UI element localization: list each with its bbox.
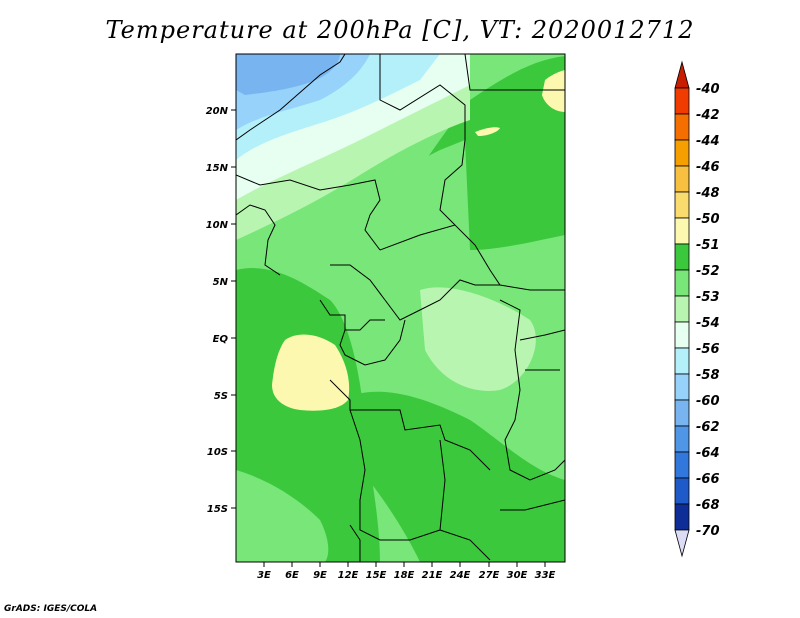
colorbar-bottom-arrow — [674, 529, 690, 558]
colorbar-top-arrow — [674, 60, 690, 89]
colorbar-swatch — [674, 477, 690, 505]
colorbar-swatch — [674, 347, 690, 375]
lon-label: 6E — [285, 570, 299, 581]
lon-labels: 3E 6E 9E 12E 15E 18E 21E 24E 27E 30E 33E — [257, 570, 555, 581]
colorbar-label: -68 — [696, 498, 720, 513]
colorbar-swatch — [674, 139, 690, 167]
colorbar-swatch — [674, 295, 690, 323]
colorbar-swatch — [674, 373, 690, 401]
colorbar-swatch — [674, 243, 690, 271]
map-title: Temperature at 200hPa [C], VT: 202001271… — [105, 16, 695, 44]
lon-label: 33E — [535, 570, 556, 581]
colorbar-swatch — [674, 425, 690, 453]
lat-label: 20N — [206, 106, 229, 117]
colorbar-label: -46 — [696, 160, 720, 175]
colorbar-label: -66 — [696, 472, 720, 487]
lon-label: 18E — [394, 570, 415, 581]
lon-label: 3E — [257, 570, 271, 581]
colorbar-swatch — [674, 451, 690, 479]
lon-label: 24E — [450, 570, 471, 581]
lat-ticks — [231, 109, 236, 509]
lon-ticks — [263, 562, 546, 567]
lon-label: 12E — [338, 570, 359, 581]
colorbar-label: -53 — [696, 290, 720, 305]
colorbar-label: -56 — [696, 342, 720, 357]
colorbar-label: -42 — [696, 108, 720, 123]
colorbar-swatch — [674, 217, 690, 245]
lat-label: EQ — [213, 334, 229, 345]
lat-label: 10N — [206, 220, 229, 231]
lat-labels: 20N 15N 10N 5N EQ 5S 10S 15S — [206, 106, 229, 515]
map-frame — [235, 53, 566, 563]
lat-label: 5N — [213, 277, 229, 288]
lat-label: 10S — [207, 447, 228, 458]
colorbar-swatch — [674, 269, 690, 297]
colorbar-label: -58 — [696, 368, 720, 383]
colorbar — [674, 60, 690, 558]
colorbar-swatch — [674, 321, 690, 349]
colorbar-label: -48 — [696, 186, 720, 201]
country-borders — [236, 54, 565, 562]
lon-label: 9E — [313, 570, 327, 581]
colorbar-swatch — [674, 399, 690, 427]
lat-label: 15S — [207, 504, 228, 515]
lon-label: 30E — [507, 570, 528, 581]
colorbar-label: -44 — [696, 134, 720, 149]
colorbar-swatch — [674, 113, 690, 141]
temperature-field — [236, 54, 565, 562]
colorbar-swatch — [674, 165, 690, 193]
lat-label: 15N — [206, 163, 229, 174]
grads-credit: GrADS: IGES/COLA — [4, 604, 98, 614]
colorbar-label: -40 — [696, 82, 720, 97]
colorbar-label: -51 — [696, 238, 720, 253]
colorbar-label: -62 — [696, 420, 720, 435]
colorbar-label: -60 — [696, 394, 720, 409]
lon-label: 15E — [366, 570, 387, 581]
colorbar-label: -70 — [696, 524, 720, 539]
colorbar-label: -52 — [696, 264, 720, 279]
colorbar-swatch — [674, 87, 690, 115]
colorbar-label: -50 — [696, 212, 720, 227]
colorbar-labels: -40 -42 -44 -46 -48 -50 -51 -52 -53 -54 … — [696, 82, 720, 539]
lon-label: 27E — [479, 570, 500, 581]
lat-label: 5S — [214, 391, 228, 402]
lon-label: 21E — [422, 570, 443, 581]
colorbar-swatch — [674, 191, 690, 219]
colorbar-label: -54 — [696, 316, 720, 331]
colorbar-swatch — [674, 503, 690, 531]
colorbar-label: -64 — [696, 446, 720, 461]
